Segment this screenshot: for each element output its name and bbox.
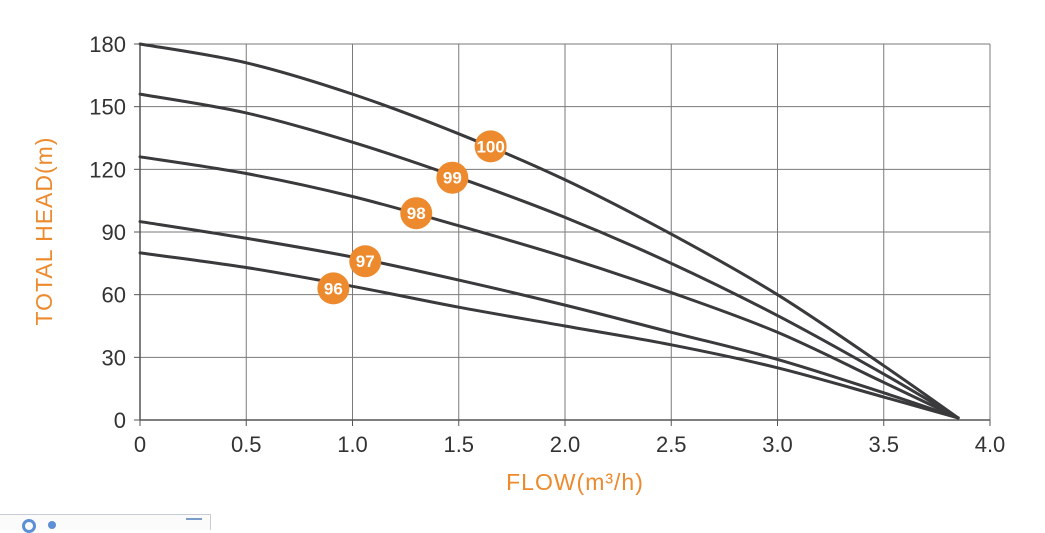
y-tick-label-4: 120 [89,157,126,182]
curve-label-badge-98 [400,197,433,230]
curve-label-100: 100 [474,130,507,163]
x-axis-ticks: 0 0.5 1.0 1.5 2.0 2.5 3.0 3.5 4.0 [134,420,1005,457]
curve-96 [138,251,960,420]
x-tick-label-5: 2.5 [656,432,687,457]
curve-label-text-97: 97 [356,252,375,271]
curve-label-badge-99 [436,161,469,194]
x-axis-title: FLOW(m³/h) [506,469,644,495]
y-tick-label-3: 90 [102,220,126,245]
curve-label-98: 98 [400,197,433,230]
curve-label-badge-96 [317,272,350,305]
y-tick-label-2: 60 [102,283,126,308]
y-tick-label-5: 150 [89,95,126,120]
curve-label-99: 99 [436,161,469,194]
curve-lines [138,42,960,420]
x-tick-label-7: 3.5 [868,432,899,457]
curve-labels: 100 99 98 97 96 [317,130,507,305]
curve-99 [138,92,960,420]
x-tick-label-6: 3.0 [762,432,793,457]
x-tick-label-2: 1.0 [337,432,368,457]
curve-label-text-99: 99 [443,169,462,188]
curve-label-badge-100 [474,130,507,163]
bar-icon [186,518,202,530]
x-tick-label-1: 0.5 [231,432,262,457]
curve-97 [138,220,960,420]
y-tick-label-1: 30 [102,345,126,370]
x-tick-label-8: 4.0 [975,432,1006,457]
curve-label-97: 97 [349,245,382,278]
ring-icon [22,519,36,533]
y-axis-title: TOTAL HEAD(m) [31,137,57,326]
curve-label-text-98: 98 [407,204,426,223]
y-tick-label-0: 0 [114,408,126,433]
x-tick-label-0: 0 [134,432,146,457]
y-axis-ticks: 0 30 60 90 120 150 180 [89,32,140,433]
x-tick-label-4: 2.0 [550,432,581,457]
curve-label-96: 96 [317,272,350,305]
dot-icon [48,521,56,529]
y-tick-label-6: 180 [89,32,126,57]
curve-label-badge-97 [349,245,382,278]
curve-label-text-96: 96 [324,279,343,298]
curve-98 [138,155,960,420]
curve-label-text-100: 100 [476,137,504,156]
curve-100 [138,42,960,420]
x-tick-label-3: 1.5 [443,432,474,457]
corner-toolbar [0,514,211,533]
